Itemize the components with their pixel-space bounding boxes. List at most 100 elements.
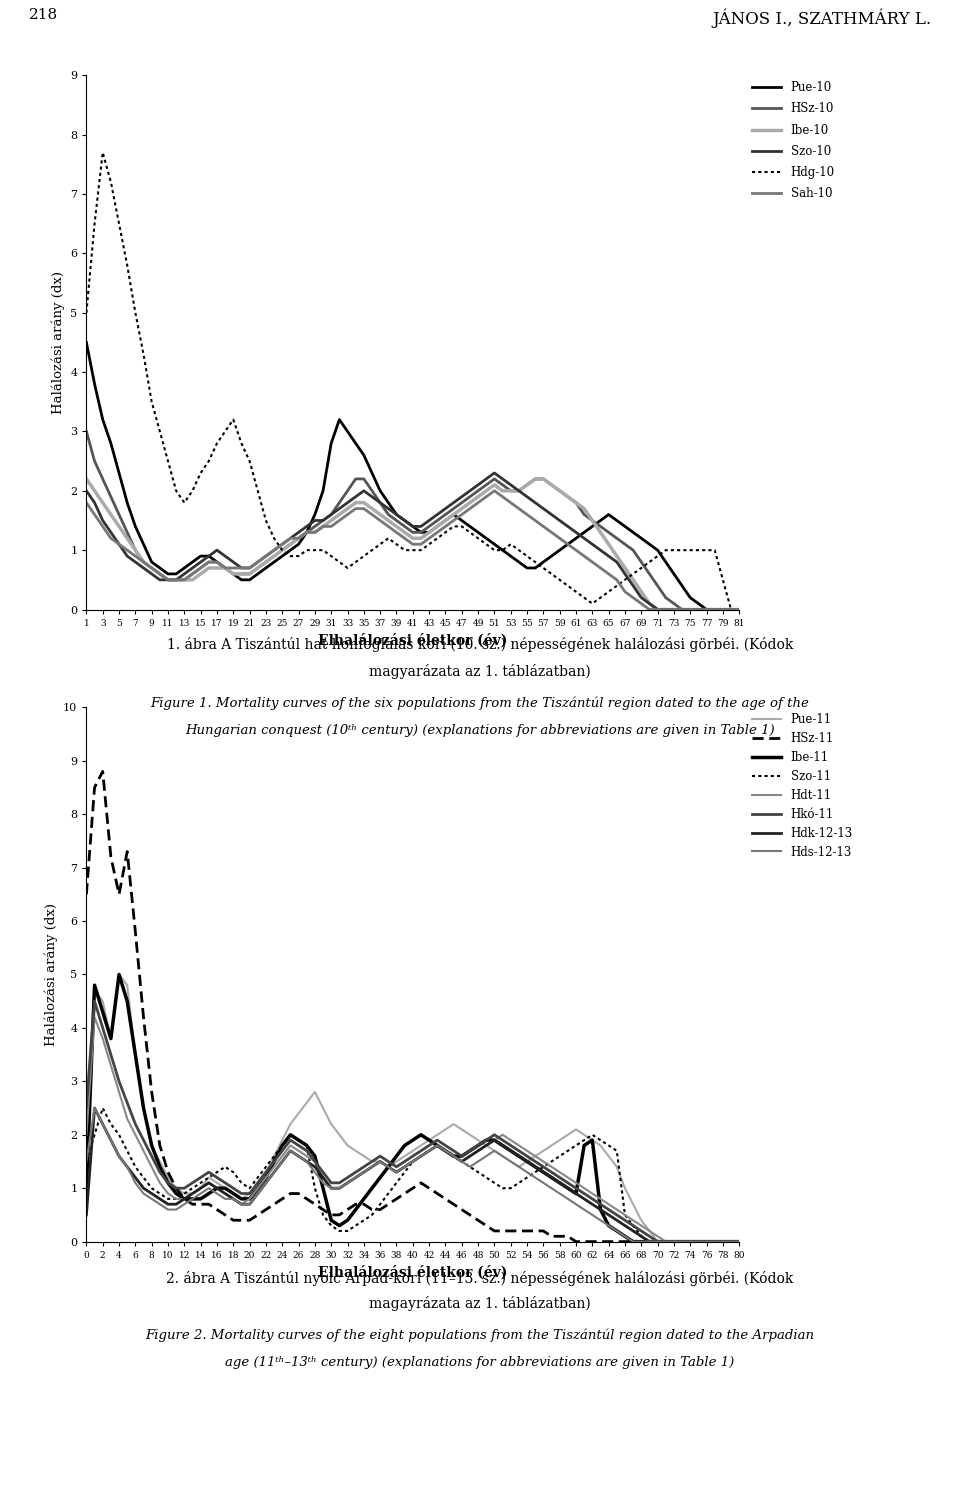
Hds-12-13: [448, 1147, 460, 1165]
Text: 2. ábra A Tiszántúl nyolc Árpád-kori (11–13. sz.) népességének halálozási görbéi: 2. ábra A Tiszántúl nyolc Árpád-kori (11…: [166, 1269, 794, 1285]
Hkó-11: [652, 1233, 663, 1251]
Hds-12-13: [570, 1195, 582, 1213]
Hdk-12-13: [684, 1233, 696, 1251]
HSz-10: [644, 564, 656, 582]
Pue-10: [733, 600, 745, 619]
Szo-10: [489, 464, 500, 482]
HSz-11: [628, 1233, 639, 1251]
HSz-10: [81, 423, 92, 441]
Szo-11: [97, 1099, 108, 1117]
Text: Figure 1. Mortality curves of the six populations from the Tiszántúl region date: Figure 1. Mortality curves of the six po…: [151, 697, 809, 710]
Line: Hkó-11: Hkó-11: [86, 1001, 739, 1242]
Pue-11: [660, 1233, 672, 1251]
Sah-10: [497, 488, 509, 506]
Ibe-10: [652, 600, 663, 619]
Hdk-12-13: [570, 1184, 582, 1202]
Sah-10: [684, 600, 696, 619]
Pue-10: [563, 536, 574, 554]
Ibe-10: [440, 512, 451, 530]
Line: Hdt-11: Hdt-11: [86, 1017, 739, 1242]
Hdg-10: [677, 542, 688, 560]
HSz-10: [733, 600, 745, 619]
Hkó-11: [684, 1233, 696, 1251]
Szo-10: [660, 600, 672, 619]
Hdg-10: [652, 548, 663, 566]
Line: Hds-12-13: Hds-12-13: [86, 1108, 739, 1242]
Ibe-11: [81, 1180, 92, 1198]
Ibe-11: [497, 1136, 509, 1154]
X-axis label: Elhalálozási életkor (év): Elhalálozási életkor (év): [318, 634, 508, 647]
Ibe-11: [448, 1147, 460, 1165]
Szo-10: [733, 600, 745, 619]
Sah-10: [733, 600, 745, 619]
Hdg-10: [619, 570, 631, 588]
HSz-11: [97, 763, 108, 781]
Hdt-11: [448, 1147, 460, 1165]
Pue-10: [701, 600, 712, 619]
Legend: Pue-10, HSz-10, Ibe-10, Szo-10, Hdg-10, Sah-10: Pue-10, HSz-10, Ibe-10, Szo-10, Hdg-10, …: [752, 81, 834, 200]
Ibe-10: [489, 476, 500, 494]
Hdt-11: [81, 1126, 92, 1144]
HSz-10: [612, 530, 623, 548]
Pue-11: [684, 1233, 696, 1251]
Pue-11: [497, 1147, 509, 1165]
Ibe-10: [563, 488, 574, 506]
HSz-11: [81, 885, 92, 903]
HSz-10: [440, 506, 451, 524]
Hdk-12-13: [660, 1233, 672, 1251]
X-axis label: Elhalálozási életkor (év): Elhalálozási életkor (év): [318, 1266, 508, 1279]
Szo-11: [497, 1180, 509, 1198]
Ibe-11: [570, 1184, 582, 1202]
HSz-11: [660, 1233, 672, 1251]
Hdt-11: [497, 1126, 509, 1144]
Hkó-11: [81, 1099, 92, 1117]
Hdt-11: [652, 1227, 663, 1245]
Hdt-11: [619, 1206, 631, 1224]
Ibe-11: [660, 1233, 672, 1251]
Text: magayrázata az 1. táblázatban): magayrázata az 1. táblázatban): [370, 1296, 590, 1311]
Szo-11: [570, 1136, 582, 1154]
Hkó-11: [497, 1132, 509, 1150]
Hds-12-13: [684, 1233, 696, 1251]
Pue-11: [113, 966, 125, 984]
Ibe-11: [619, 1227, 631, 1245]
Hds-12-13: [660, 1233, 672, 1251]
Szo-11: [660, 1233, 672, 1251]
Line: Sah-10: Sah-10: [86, 491, 739, 610]
Hdt-11: [733, 1233, 745, 1251]
Sah-10: [644, 600, 656, 619]
Szo-11: [733, 1233, 745, 1251]
Hdg-10: [97, 143, 108, 161]
Ibe-11: [684, 1233, 696, 1251]
Ibe-10: [677, 600, 688, 619]
Szo-11: [684, 1233, 696, 1251]
Line: Hdk-12-13: Hdk-12-13: [86, 1108, 739, 1242]
HSz-10: [677, 600, 688, 619]
Szo-10: [81, 482, 92, 500]
Line: HSz-10: HSz-10: [86, 432, 739, 610]
Szo-11: [619, 1206, 631, 1224]
Hkó-11: [570, 1180, 582, 1198]
Line: Pue-10: Pue-10: [86, 343, 739, 610]
Hds-12-13: [619, 1227, 631, 1245]
Line: HSz-11: HSz-11: [86, 772, 739, 1242]
Ibe-10: [733, 600, 745, 619]
Hdg-10: [448, 518, 460, 536]
HSz-10: [489, 470, 500, 488]
Ibe-11: [113, 966, 125, 984]
Hdg-10: [570, 582, 582, 600]
HSz-11: [570, 1233, 582, 1251]
Ibe-11: [628, 1233, 639, 1251]
Hdg-10: [497, 542, 509, 560]
Line: Ibe-10: Ibe-10: [86, 479, 739, 610]
Hdk-12-13: [81, 1206, 92, 1224]
Y-axis label: Halálozási arány (dx): Halálozási arány (dx): [44, 903, 58, 1046]
Hkó-11: [448, 1142, 460, 1160]
Hds-12-13: [81, 1153, 92, 1171]
HSz-11: [448, 1195, 460, 1213]
Ibe-10: [81, 470, 92, 488]
HSz-11: [497, 1222, 509, 1240]
Hds-12-13: [497, 1147, 509, 1165]
Hkó-11: [88, 992, 100, 1010]
Hdt-11: [570, 1174, 582, 1192]
